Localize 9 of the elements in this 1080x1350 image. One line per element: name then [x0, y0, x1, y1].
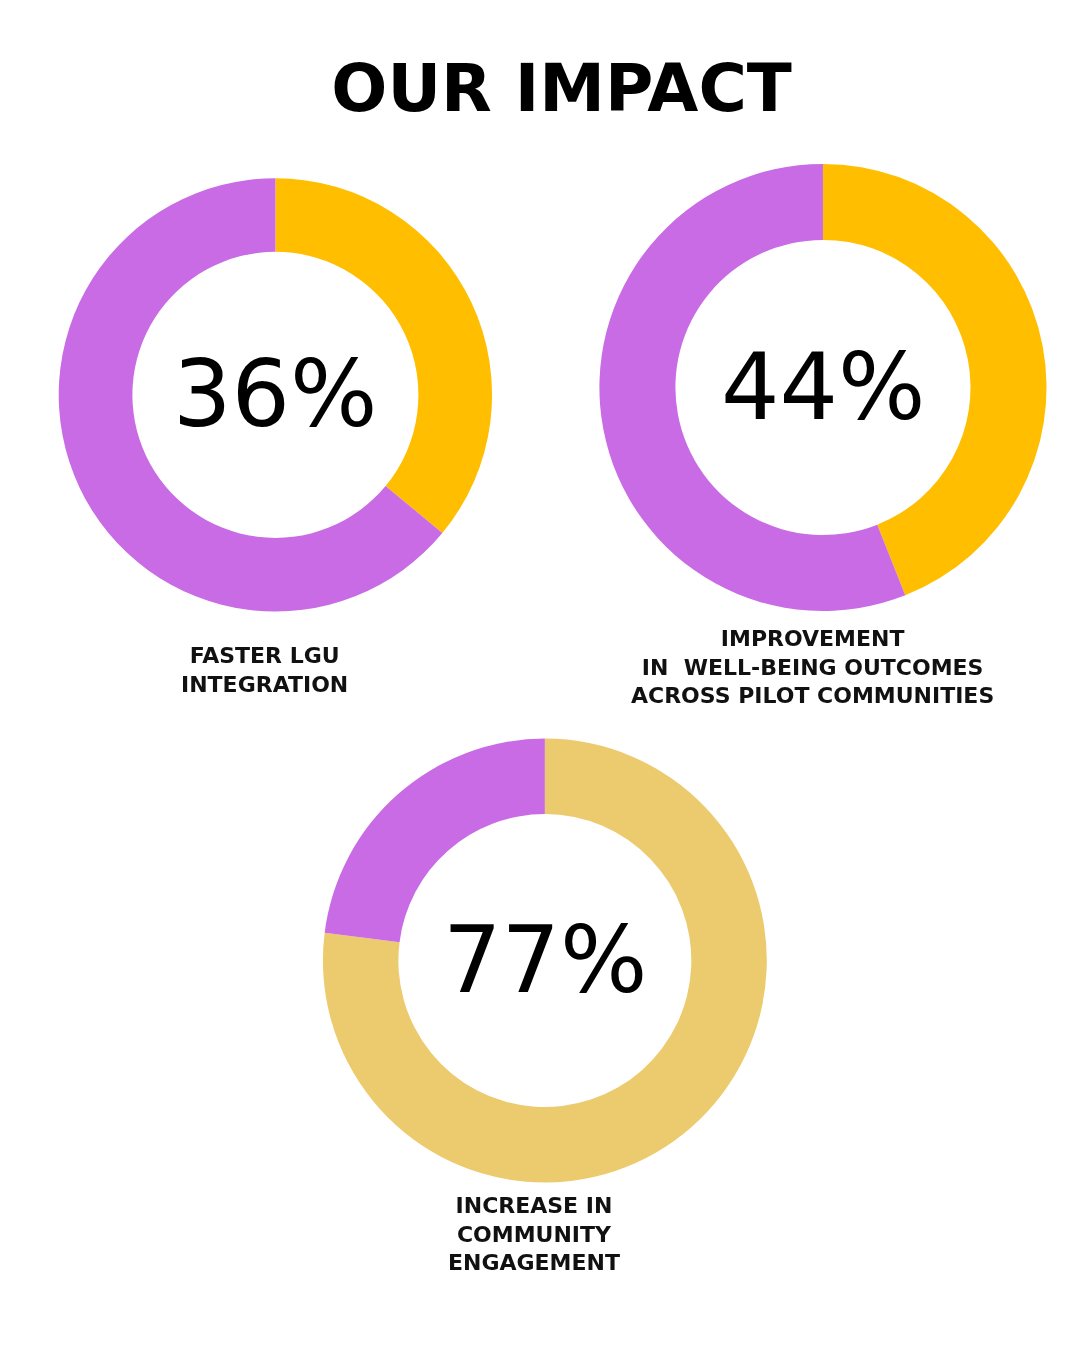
text: 77%	[443, 907, 648, 1014]
text: 44%	[721, 334, 926, 441]
text: FASTER LGU INTEGRATION	[181, 643, 349, 697]
donut-slice	[58, 178, 443, 612]
text: 36%	[173, 341, 378, 448]
chart-title: OUR IMPACT	[331, 49, 792, 127]
text: IMPROVEMENT IN WELL-BEING OUTCOMES ACROSS PILOT COMMUNITIES	[631, 626, 995, 709]
donut-slice	[322, 738, 767, 1183]
text: INCREASE IN COMMUNITY ENGAGEMENT	[448, 1193, 620, 1276]
